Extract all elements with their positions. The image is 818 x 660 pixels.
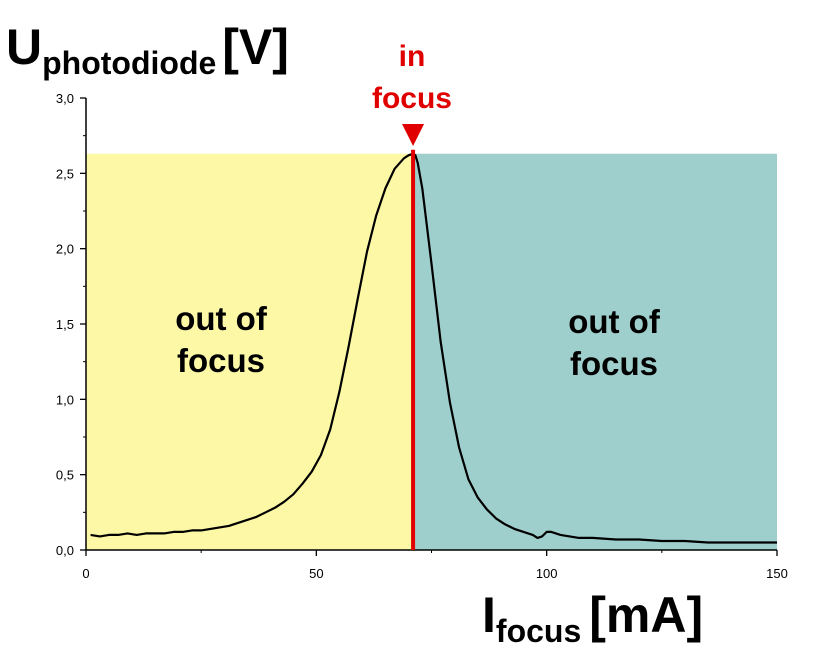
x-axis-title-unit: [mA] bbox=[589, 587, 703, 643]
y-tick-label: 3,0 bbox=[56, 91, 74, 106]
x-axis-title: Ifocus [mA] bbox=[482, 587, 703, 649]
out-of-focus-region-left bbox=[86, 153, 414, 550]
region-right-label-line1: out of bbox=[568, 303, 661, 340]
focus-label-line1: in bbox=[399, 40, 426, 73]
y-tick-labels: 0,0 0,5 1,0 1,5 2,0 2,5 3,0 bbox=[56, 91, 74, 558]
y-tick-label: 0,0 bbox=[56, 543, 74, 558]
region-right-label-line2: focus bbox=[570, 345, 658, 382]
x-axis-title-sub: focus bbox=[496, 613, 581, 649]
y-tick-label: 2,0 bbox=[56, 242, 74, 257]
out-of-focus-region-right bbox=[413, 153, 777, 550]
x-axis-title-main: I bbox=[482, 587, 496, 643]
y-axis-title-unit: [V] bbox=[222, 19, 289, 75]
y-tick-label: 1,0 bbox=[56, 392, 74, 407]
x-tick-label: 50 bbox=[309, 566, 323, 581]
photodiode-voltage-curve bbox=[90, 152, 777, 544]
x-tick-label: 0 bbox=[82, 566, 89, 581]
y-tick-label: 2,5 bbox=[56, 166, 74, 181]
focus-arrow-icon bbox=[402, 124, 425, 146]
x-tick-labels: 0 50 100 150 bbox=[82, 566, 787, 581]
region-left-label-line2: focus bbox=[177, 342, 265, 379]
y-axis-title: Uphotodiode [V] bbox=[6, 19, 289, 81]
y-axis-title-main: U bbox=[6, 19, 42, 75]
region-left-label-line1: out of bbox=[175, 300, 268, 337]
focus-label-line2: focus bbox=[372, 82, 452, 115]
y-tick-label: 0,5 bbox=[56, 468, 74, 483]
x-tick-label: 150 bbox=[766, 566, 788, 581]
y-tick-label: 1,5 bbox=[56, 317, 74, 332]
x-tick-label: 100 bbox=[536, 566, 558, 581]
y-axis-title-sub: photodiode bbox=[42, 45, 216, 81]
